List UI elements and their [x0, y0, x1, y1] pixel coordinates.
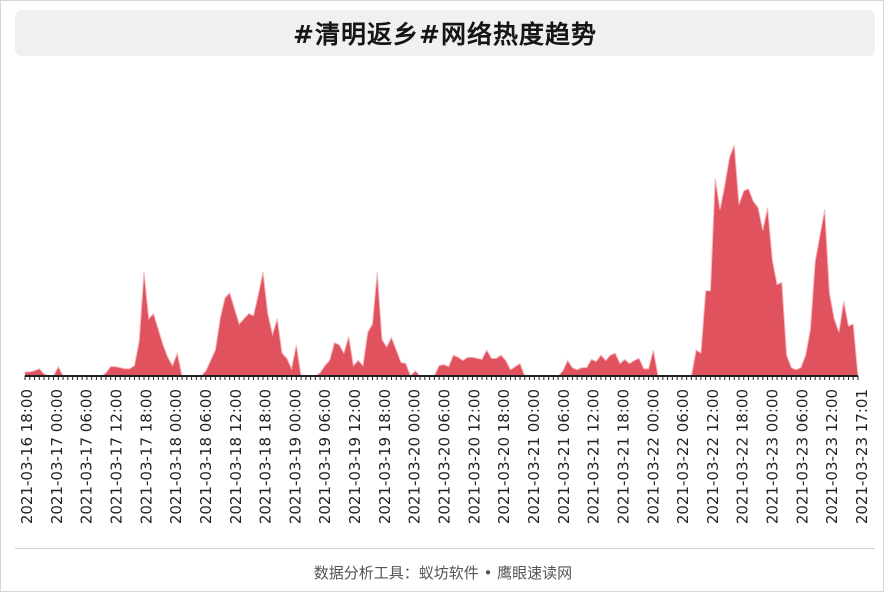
x-tick-label: 2021-03-20 06:00	[436, 389, 454, 524]
x-tick-label: 2021-03-17 18:00	[137, 389, 155, 524]
x-tick-label: 2021-03-17 00:00	[48, 389, 66, 524]
x-tick-label: 2021-03-20 18:00	[495, 389, 513, 524]
x-tick-label: 2021-03-18 06:00	[197, 389, 215, 524]
x-tick-label: 2021-03-16 18:00	[18, 389, 36, 524]
x-tick-label: 2021-03-22 12:00	[704, 389, 722, 524]
x-tick-label: 2021-03-19 12:00	[346, 389, 364, 524]
x-tick-label: 2021-03-19 18:00	[376, 389, 394, 524]
x-tick-label: 2021-03-22 00:00	[644, 389, 662, 524]
x-tick-label: 2021-03-21 00:00	[525, 389, 543, 524]
x-tick-label: 2021-03-19 06:00	[316, 389, 334, 524]
x-tick-label: 2021-03-18 18:00	[257, 389, 275, 524]
x-tick-label: 2021-03-20 00:00	[406, 389, 424, 524]
x-tick-label: 2021-03-19 00:00	[286, 389, 304, 524]
x-tick-label: 2021-03-23 12:00	[823, 389, 841, 524]
x-tick-label: 2021-03-21 06:00	[555, 389, 573, 524]
x-tick-label: 2021-03-18 00:00	[167, 389, 185, 524]
x-tick-label: 2021-03-21 18:00	[614, 389, 632, 524]
x-tick-label: 2021-03-20 12:00	[465, 389, 483, 524]
chart-title: #清明返乡#网络热度趋势	[293, 20, 597, 49]
x-tick-label: 2021-03-23 06:00	[793, 389, 811, 524]
x-tick-label: 2021-03-22 06:00	[674, 389, 692, 524]
x-axis	[24, 375, 859, 380]
title-bar: #清明返乡#网络热度趋势	[15, 10, 875, 56]
series-area	[24, 144, 859, 377]
x-tick-label: 2021-03-18 12:00	[227, 389, 245, 524]
x-tick-labels: 2021-03-16 18:00 2021-03-17 00:00 2021-03-…	[18, 389, 871, 524]
area-layer	[24, 144, 859, 377]
x-tick-label: 2021-03-17 06:00	[78, 389, 96, 524]
x-tick-label: 2021-03-17 12:00	[107, 389, 125, 524]
footer-divider	[15, 548, 875, 549]
x-tick-label: 2021-03-23 17:01	[853, 389, 871, 524]
x-tick-label: 2021-03-21 12:00	[585, 389, 603, 524]
footer-credit: 数据分析工具：蚁坊软件 • 鹰眼速读网	[313, 564, 573, 582]
x-tick-label: 2021-03-22 18:00	[734, 389, 752, 524]
x-tick-label: 2021-03-23 00:00	[764, 389, 782, 524]
